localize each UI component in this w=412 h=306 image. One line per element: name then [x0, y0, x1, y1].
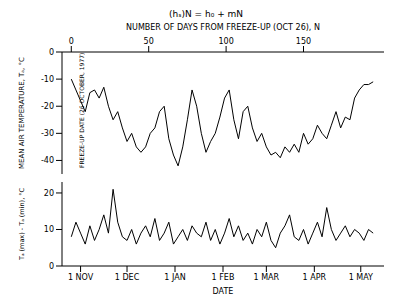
svg-text:150: 150 — [296, 37, 311, 46]
svg-text:20: 20 — [44, 189, 54, 198]
svg-text:DATE: DATE — [213, 287, 234, 296]
html-text:(hₛ)N = h₀ + mN: (hₛ)N = h₀ + mN — [168, 9, 244, 19]
svg-text:Tₐ (max) - Tₐ (min), °C: Tₐ (max) - Tₐ (min), °C — [18, 187, 26, 261]
svg-text:-10: -10 — [41, 75, 54, 84]
svg-text:1 MAR: 1 MAR — [254, 273, 280, 282]
svg-text:1 DEC: 1 DEC — [115, 273, 140, 282]
svg-text:NUMBER OF DAYS FROM FREEZE-UP: NUMBER OF DAYS FROM FREEZE-UP (OCT 26), … — [126, 23, 320, 32]
svg-text:1 NOV: 1 NOV — [68, 273, 94, 282]
svg-text:10: 10 — [44, 225, 54, 234]
svg-text:100: 100 — [218, 37, 233, 46]
svg-text:MEAN AIR TEMPERATURE, Tₐ, °C: MEAN AIR TEMPERATURE, Tₐ, °C — [18, 57, 26, 169]
svg-text:0: 0 — [49, 48, 54, 57]
svg-text:0: 0 — [69, 37, 74, 46]
svg-text:-40: -40 — [41, 156, 54, 165]
svg-text:1 MAY: 1 MAY — [349, 273, 373, 282]
svg-text:-30: -30 — [41, 129, 54, 138]
svg-text:-20: -20 — [41, 102, 54, 111]
svg-text:1 JAN: 1 JAN — [164, 273, 185, 282]
svg-text:0: 0 — [49, 262, 54, 271]
svg-text:1 APR: 1 APR — [303, 273, 327, 282]
svg-text:1 FEB: 1 FEB — [212, 273, 235, 282]
svg-text:50: 50 — [144, 37, 154, 46]
html-text:FREEZE-UP DATE (26 OCTOBER, 19: FREEZE-UP DATE (26 OCTOBER, 1977) — [78, 52, 85, 168]
